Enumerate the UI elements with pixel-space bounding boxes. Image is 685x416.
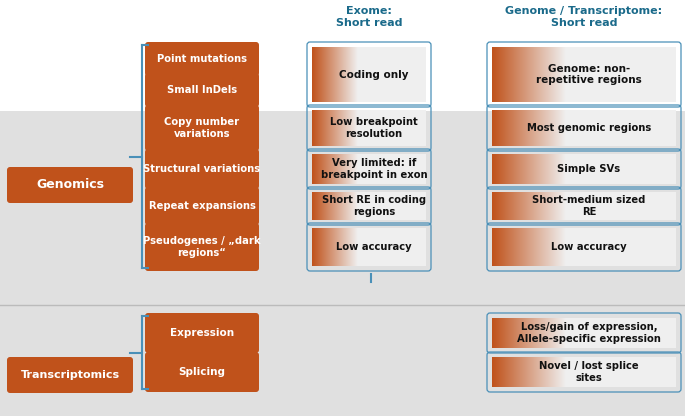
Text: Low accuracy: Low accuracy bbox=[551, 242, 627, 252]
Text: Very limited: if
breakpoint in exon: Very limited: if breakpoint in exon bbox=[321, 158, 427, 180]
Bar bbox=[0, 0, 685, 111]
Text: Point mutations: Point mutations bbox=[157, 54, 247, 64]
Text: Novel / lost splice
sites: Novel / lost splice sites bbox=[539, 361, 639, 383]
FancyBboxPatch shape bbox=[145, 352, 259, 392]
Text: Repeat expansions: Repeat expansions bbox=[149, 201, 256, 211]
Text: Coding only: Coding only bbox=[339, 69, 409, 79]
FancyBboxPatch shape bbox=[7, 357, 133, 393]
FancyBboxPatch shape bbox=[7, 167, 133, 203]
Text: Exome:
Short read: Exome: Short read bbox=[336, 6, 402, 27]
FancyBboxPatch shape bbox=[145, 187, 259, 225]
FancyBboxPatch shape bbox=[145, 73, 259, 107]
Text: Genomics: Genomics bbox=[36, 178, 104, 191]
FancyBboxPatch shape bbox=[145, 223, 259, 271]
FancyBboxPatch shape bbox=[145, 105, 259, 151]
Text: Loss/gain of expression,
Allele-specific expression: Loss/gain of expression, Allele-specific… bbox=[517, 322, 661, 344]
Text: Short RE in coding
regions: Short RE in coding regions bbox=[322, 195, 426, 217]
Text: Expression: Expression bbox=[170, 328, 234, 338]
Text: Splicing: Splicing bbox=[179, 367, 225, 377]
Text: Genome: non-
repetitive regions: Genome: non- repetitive regions bbox=[536, 64, 642, 85]
FancyBboxPatch shape bbox=[145, 149, 259, 189]
FancyBboxPatch shape bbox=[145, 313, 259, 353]
Text: Genome / Transcriptome:
Short read: Genome / Transcriptome: Short read bbox=[506, 6, 662, 27]
Text: Structural variations: Structural variations bbox=[143, 164, 260, 174]
Text: Low accuracy: Low accuracy bbox=[336, 242, 412, 252]
Text: Simple SVs: Simple SVs bbox=[558, 164, 621, 174]
Text: Small InDels: Small InDels bbox=[167, 85, 237, 95]
Text: Most genomic regions: Most genomic regions bbox=[527, 123, 651, 133]
Text: Pseudogenes / „dark
regions“: Pseudogenes / „dark regions“ bbox=[143, 236, 261, 258]
Bar bbox=[0, 111, 685, 416]
Text: Copy number
variations: Copy number variations bbox=[164, 117, 240, 139]
Text: Low breakpoint
resolution: Low breakpoint resolution bbox=[330, 117, 418, 139]
FancyBboxPatch shape bbox=[145, 42, 259, 76]
Text: Transcriptomics: Transcriptomics bbox=[21, 370, 120, 380]
Text: Short-medium sized
RE: Short-medium sized RE bbox=[532, 195, 646, 217]
